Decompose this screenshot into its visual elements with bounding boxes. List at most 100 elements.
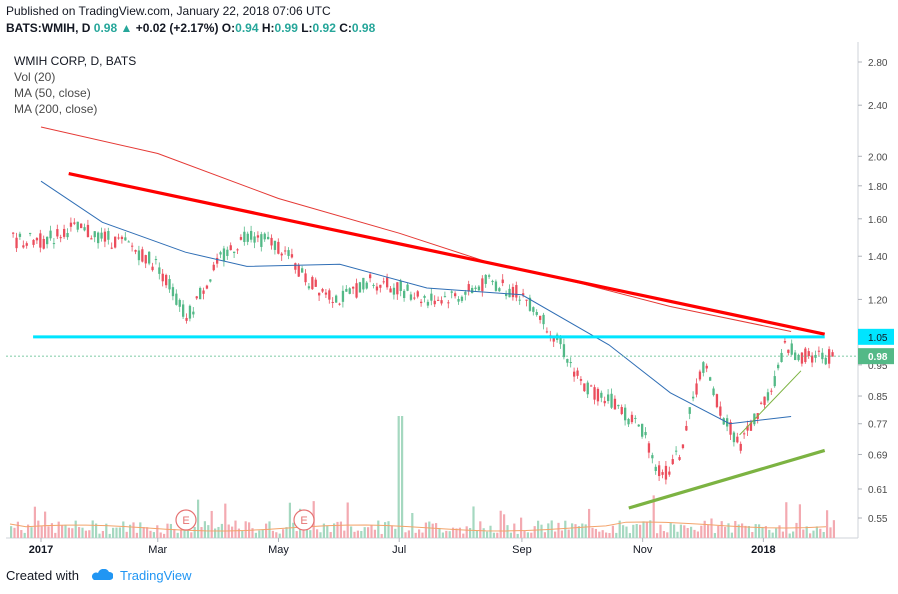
candle bbox=[90, 238, 93, 240]
volume-bar bbox=[598, 531, 601, 538]
candle bbox=[647, 443, 651, 453]
volume-bar bbox=[91, 520, 94, 538]
x-tick-label: Nov bbox=[633, 544, 653, 556]
volume-bar bbox=[173, 528, 176, 538]
candle bbox=[358, 282, 362, 293]
volume-bar bbox=[768, 529, 771, 538]
candle bbox=[460, 296, 464, 301]
candle bbox=[722, 418, 725, 425]
candle bbox=[341, 290, 345, 302]
candle bbox=[392, 287, 396, 295]
price-chart[interactable]: 2.80 2.40 2.00 1.80 1.60 1.40 1.20 0.95 0.85 0.77… bbox=[6, 42, 898, 562]
y-tick-label: 0.77 bbox=[868, 420, 888, 431]
candles bbox=[12, 217, 834, 485]
candle bbox=[345, 288, 348, 292]
candle bbox=[134, 250, 137, 252]
candle bbox=[15, 237, 18, 249]
high-label: H: bbox=[261, 21, 275, 35]
candle bbox=[651, 455, 654, 459]
volume-bar bbox=[455, 528, 458, 538]
candle bbox=[787, 349, 790, 353]
candle bbox=[22, 245, 25, 248]
candle bbox=[151, 266, 154, 271]
volume-bar bbox=[805, 526, 808, 538]
volume-bar bbox=[118, 527, 121, 538]
chart-area[interactable]: 2.80 2.40 2.00 1.80 1.60 1.40 1.20 0.95 0.85 0.77… bbox=[6, 42, 898, 562]
candle bbox=[661, 472, 664, 475]
tradingview-brand[interactable]: TradingView bbox=[120, 568, 192, 583]
volume-bar bbox=[333, 523, 336, 538]
candle bbox=[692, 396, 695, 399]
volume-bar bbox=[265, 523, 268, 538]
candle bbox=[389, 288, 392, 293]
earnings-label: E bbox=[182, 515, 189, 527]
candle bbox=[586, 382, 589, 395]
volume-bar bbox=[20, 530, 23, 538]
open-label: O: bbox=[221, 21, 236, 35]
volume-bar bbox=[180, 529, 183, 538]
candle bbox=[736, 436, 739, 443]
volume-bar bbox=[88, 530, 91, 538]
volume-bar bbox=[428, 521, 431, 538]
volume-bar bbox=[781, 531, 784, 538]
candle bbox=[613, 398, 617, 410]
volume-bar bbox=[588, 508, 591, 538]
candle bbox=[256, 235, 260, 238]
candle bbox=[790, 343, 793, 355]
trendline-support bbox=[628, 448, 826, 510]
volume-bar bbox=[414, 532, 417, 538]
volume-bar bbox=[523, 530, 526, 538]
volume-bar bbox=[61, 525, 64, 538]
candle bbox=[698, 371, 702, 380]
candle bbox=[372, 284, 375, 286]
candle bbox=[471, 287, 474, 294]
volume-bar bbox=[465, 526, 468, 538]
volume-bar bbox=[506, 525, 509, 538]
volume-bar bbox=[394, 528, 397, 538]
candle bbox=[593, 387, 596, 400]
volume-bar bbox=[353, 531, 356, 538]
candle bbox=[715, 394, 719, 408]
y-tick-label: 0.55 bbox=[868, 514, 888, 525]
volume-bar bbox=[190, 532, 193, 538]
candle bbox=[97, 232, 100, 244]
volume-bar bbox=[254, 532, 257, 538]
candle bbox=[532, 307, 535, 312]
volume-bar bbox=[628, 533, 631, 538]
volume-bar bbox=[142, 527, 145, 538]
volume-bar bbox=[380, 533, 383, 538]
volume-bars bbox=[10, 416, 835, 538]
volume-bar bbox=[690, 526, 693, 538]
volume-bar bbox=[207, 525, 210, 538]
volume-bar bbox=[785, 502, 788, 538]
volume-bar bbox=[98, 533, 101, 538]
candle bbox=[573, 371, 576, 377]
volume-bar bbox=[669, 522, 672, 538]
volume-bar bbox=[37, 520, 40, 538]
candle bbox=[192, 311, 195, 315]
volume-bar bbox=[360, 530, 363, 538]
volume-bar bbox=[792, 531, 795, 538]
volume-bar bbox=[258, 530, 261, 538]
volume-bar bbox=[615, 532, 618, 538]
volume-bar bbox=[472, 506, 475, 538]
volume-bar bbox=[577, 526, 580, 538]
volume-bar bbox=[492, 532, 495, 538]
x-tick-label: 2017 bbox=[29, 544, 53, 556]
candle bbox=[780, 352, 783, 363]
candle bbox=[338, 303, 341, 305]
candle bbox=[117, 237, 120, 239]
candle bbox=[579, 379, 583, 381]
volume-bar bbox=[747, 526, 750, 538]
volume-bar bbox=[581, 523, 584, 538]
candle bbox=[627, 418, 630, 425]
volume-bar bbox=[826, 510, 829, 538]
volume-bar bbox=[686, 527, 689, 538]
volume-bar bbox=[482, 528, 485, 538]
candle bbox=[12, 232, 15, 234]
close-label: C: bbox=[339, 21, 352, 35]
candle bbox=[311, 277, 314, 290]
candle bbox=[331, 301, 334, 303]
volume-bar bbox=[693, 529, 696, 538]
candle bbox=[267, 236, 270, 240]
